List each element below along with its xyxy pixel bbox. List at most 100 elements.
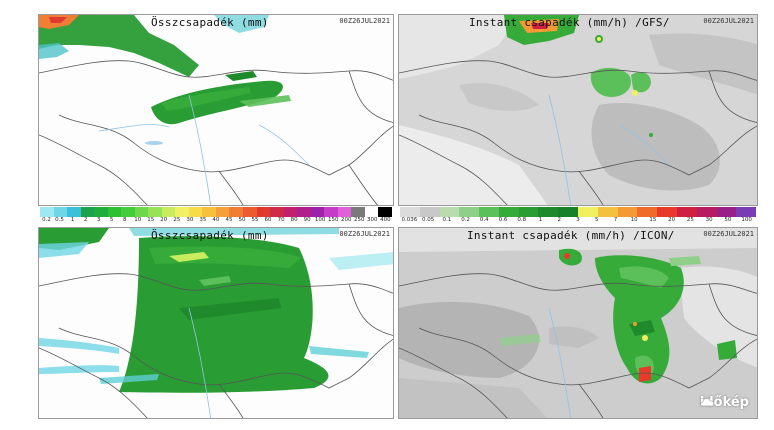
colorbar-tick-label: 2 <box>557 217 561 223</box>
colorbar-swatch <box>419 207 440 217</box>
colorbar-tick-label: 0.05 <box>421 217 435 223</box>
colorbar-tick-label: 0.4 <box>479 217 489 223</box>
colorbar-swatch <box>716 207 737 217</box>
panel-date: 00Z26JUL2021 <box>703 230 754 238</box>
colorbar-swatch <box>617 207 638 217</box>
colorbar-tick-label: 90 <box>303 217 311 223</box>
colorbar-tick-label: 20 <box>668 217 676 223</box>
colorbar-swatch <box>67 207 81 217</box>
colorbar-swatch <box>378 207 392 217</box>
colorbar-tick-label: 30 <box>186 217 194 223</box>
colorbar-tick-label: 20 <box>160 217 168 223</box>
colorbar-tick-label: 30 <box>705 217 713 223</box>
colorbar-swatch <box>337 207 352 217</box>
colorbar-swatch <box>696 207 717 217</box>
colorbar-swatch <box>324 207 338 217</box>
colorbar-swatch <box>297 207 311 217</box>
colorbar-swatch <box>676 207 697 217</box>
colorbar-swatch <box>148 207 162 217</box>
colorbar-tick-label: 100 <box>741 217 752 223</box>
colorbar-tick-label: 1 <box>70 217 75 223</box>
colorbar-instant-ticks: 0.036 0.05 0.1 0.2 0.4 0.6 0.8 1 2 3 5 7 10 15 20 25 30 5… <box>400 217 756 223</box>
colorbar-swatch <box>121 207 135 217</box>
colorbar-swatch <box>256 207 271 217</box>
colorbar-swatch <box>161 207 176 217</box>
colorbar-swatch <box>518 207 539 217</box>
colorbar-tick-label: 0.2 <box>461 217 470 223</box>
colorbar-tick-label: 55 <box>251 217 259 223</box>
colorbar-tick-label: 60 <box>264 217 272 223</box>
precip-map <box>39 15 393 205</box>
precip-map <box>399 228 757 418</box>
colorbar-swatch <box>94 207 108 217</box>
panel-title: Összcsapadék (mm) <box>151 16 269 29</box>
colorbar-tick-label: 250 <box>354 217 365 223</box>
panel-date: 00Z26JUL2021 <box>339 17 390 25</box>
colorbar-tick-label: 0.5 <box>55 217 64 223</box>
colorbar-swatch <box>558 207 579 217</box>
colorbar-swatch <box>40 207 54 217</box>
colorbar-swatch <box>188 207 203 217</box>
map-panel-total-precip-top: Összcsapadék (mm) 00Z26JUL2021 <box>38 14 394 206</box>
colorbar-tick-label: 5 <box>109 217 114 223</box>
colorbar-swatch <box>439 207 460 217</box>
colorbar-tick-label: 10 <box>630 217 638 223</box>
logo-text: időkép <box>699 395 749 410</box>
colorbar-tick-label: 50 <box>724 217 732 223</box>
colorbar-tick-label: 2 <box>83 217 88 223</box>
colorbar-total-precip <box>40 207 392 217</box>
colorbar-swatch <box>637 207 658 217</box>
colorbar-tick-label: 200 <box>340 217 352 223</box>
precip-map <box>39 228 393 418</box>
colorbar-tick-label: 50 <box>238 217 246 223</box>
colorbar-tick-label: 0.2 <box>42 217 51 223</box>
colorbar-swatch <box>283 207 298 217</box>
colorbar-swatch <box>215 207 230 217</box>
colorbar-swatch <box>229 207 243 217</box>
colorbar-tick-label: 400 <box>380 217 391 223</box>
cloud-icon <box>700 398 714 407</box>
colorbar-tick-label: 35 <box>199 217 207 223</box>
colorbar-tick-label: 40 <box>212 217 220 223</box>
map-panel-instant-precip-gfs: Instant csapadék (mm/h) /GFS/ 00Z26JUL20… <box>398 14 758 206</box>
panel-title: Instant csapadék (mm/h) /ICON/ <box>467 229 675 242</box>
colorbar-swatch <box>270 207 284 217</box>
colorbar-swatch <box>657 207 677 217</box>
colorbar-tick-label: 5 <box>594 217 599 223</box>
panel-date: 00Z26JUL2021 <box>339 230 390 238</box>
colorbar-tick-label: 0.1 <box>442 217 452 223</box>
colorbar-tick-label: 10 <box>134 217 142 223</box>
colorbar-tick-label: 100 <box>314 217 326 223</box>
colorbar-tick-label: 0.6 <box>498 217 508 223</box>
colorbar-swatch <box>134 207 149 217</box>
panel-date: 00Z26JUL2021 <box>703 17 754 25</box>
colorbar-tick-label: 0.8 <box>517 217 527 223</box>
colorbar-swatch <box>538 207 559 217</box>
colorbar-swatch <box>175 207 189 217</box>
colorbar-swatch <box>597 207 618 217</box>
colorbar-tick-label: 80 <box>290 217 298 223</box>
colorbar-swatch <box>578 207 598 217</box>
colorbar-tick-label: 45 <box>225 217 233 223</box>
colorbar-swatch <box>400 207 420 217</box>
colorbar-total-ticks: 0.2 0.5 1 2 3 5 8 10 15 20 25 30 35 40 45 50 55 60 70 80 90 1… <box>40 217 392 223</box>
colorbar-instant-precip <box>400 207 757 217</box>
colorbar-tick-label: 3 <box>96 217 101 223</box>
colorbar-tick-label: 25 <box>686 217 694 223</box>
colorbar-tick-label: 8 <box>122 217 127 223</box>
panel-title: Instant csapadék (mm/h) /GFS/ <box>469 16 670 29</box>
colorbar-swatch <box>53 207 68 217</box>
colorbar-tick-label: 7 <box>613 217 618 223</box>
map-panel-total-precip-bottom: Összcsapadék (mm) 00Z26JUL2021 <box>38 227 394 419</box>
colorbar-swatch <box>80 207 95 217</box>
colorbar-swatch <box>310 207 325 217</box>
colorbar-swatch <box>351 207 365 217</box>
colorbar-tick-label: 0.036 <box>401 217 418 223</box>
colorbar-tick-label: 70 <box>277 217 285 223</box>
colorbar-tick-label: 15 <box>649 217 657 223</box>
map-panel-instant-precip-icon: Instant csapadék (mm/h) /ICON/ 00Z26JUL2… <box>398 227 758 419</box>
colorbar-tick-label: 15 <box>147 217 155 223</box>
colorbar-tick-label: 150 <box>327 217 339 223</box>
idokep-logo: időkép <box>700 395 749 410</box>
colorbar-swatch <box>202 207 216 217</box>
